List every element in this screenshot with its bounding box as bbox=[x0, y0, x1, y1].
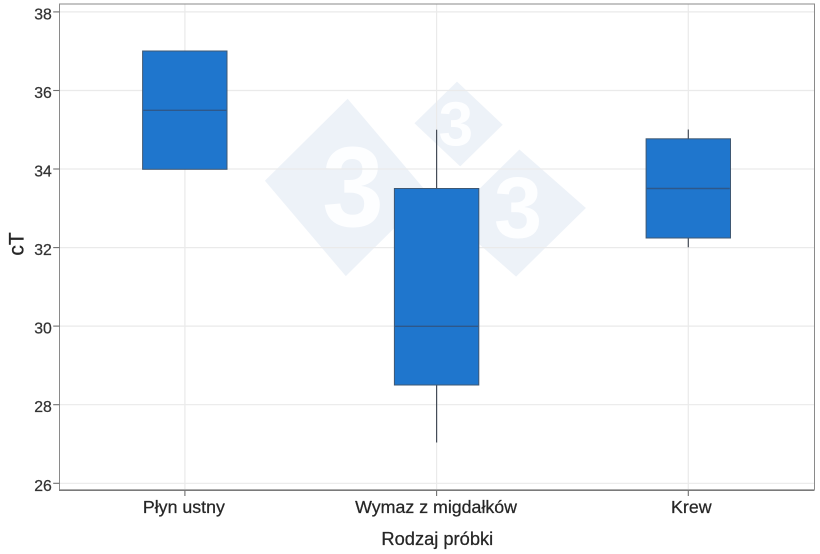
svg-text:Krew: Krew bbox=[671, 497, 712, 517]
svg-text:32: 32 bbox=[34, 242, 52, 259]
svg-text:3: 3 bbox=[439, 91, 473, 160]
svg-text:cT: cT bbox=[6, 232, 29, 256]
svg-text:38: 38 bbox=[34, 6, 52, 23]
svg-text:3: 3 bbox=[322, 122, 384, 250]
svg-text:Płyn ustny: Płyn ustny bbox=[143, 497, 225, 517]
svg-text:28: 28 bbox=[34, 399, 52, 416]
svg-text:26: 26 bbox=[34, 478, 52, 495]
svg-text:Wymaz z migdałków: Wymaz z migdałków bbox=[355, 497, 517, 517]
svg-text:30: 30 bbox=[34, 321, 52, 338]
svg-text:36: 36 bbox=[34, 85, 52, 102]
svg-text:3: 3 bbox=[494, 161, 542, 257]
svg-text:34: 34 bbox=[34, 164, 52, 181]
svg-text:Rodzaj próbki: Rodzaj próbki bbox=[381, 528, 493, 549]
